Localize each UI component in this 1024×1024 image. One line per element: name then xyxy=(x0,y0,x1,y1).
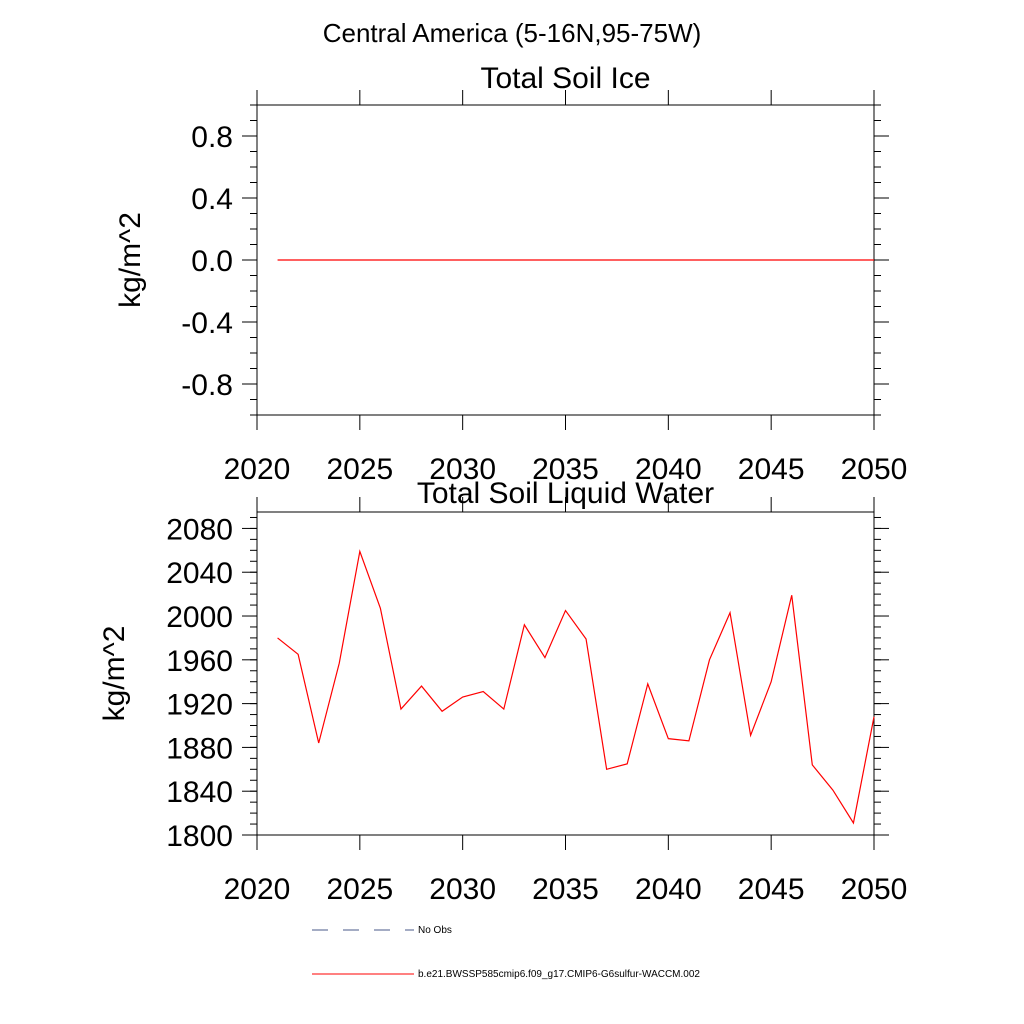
y-tick-label: 1880 xyxy=(166,732,233,765)
x-tick-label: 2045 xyxy=(738,873,805,906)
y-tick-label: 2040 xyxy=(166,557,233,590)
x-tick-label: 2025 xyxy=(326,873,393,906)
legend-label-model-run: b.e21.BWSSP585cmip6.f09_g17.CMIP6-G6sulf… xyxy=(418,969,700,980)
legend-label-no-obs: No Obs xyxy=(418,925,452,936)
legend-entry-model-run: b.e21.BWSSP585cmip6.f09_g17.CMIP6-G6sulf… xyxy=(312,969,700,980)
y-tick-label: -0.8 xyxy=(181,369,233,402)
figure-suptitle: Central America (5-16N,95-75W) xyxy=(323,18,702,48)
x-tick-label: 2020 xyxy=(224,453,291,486)
x-tick-label: 2020 xyxy=(224,873,291,906)
legend-entry-no-obs: No Obs xyxy=(312,925,452,936)
x-tick-label: 2045 xyxy=(738,453,805,486)
y-tick-label: 2080 xyxy=(166,513,233,546)
y-tick-label: 1840 xyxy=(166,776,233,809)
x-tick-label: 2030 xyxy=(429,453,496,486)
y-tick-label: 1800 xyxy=(166,820,233,853)
x-tick-label: 2025 xyxy=(326,453,393,486)
y-tick-label: 1920 xyxy=(166,689,233,722)
y-tick-label: 0.8 xyxy=(191,121,233,154)
y-tick-label: 1960 xyxy=(166,645,233,678)
y-tick-label: 0.0 xyxy=(191,245,233,278)
x-tick-label: 2035 xyxy=(532,453,599,486)
y-tick-label: -0.4 xyxy=(181,307,233,340)
plot-frame xyxy=(256,511,875,836)
y-axis-label: kg/m^2 xyxy=(98,626,131,722)
chart-title: Total Soil Ice xyxy=(480,62,650,95)
series-line xyxy=(277,549,875,825)
x-tick-label: 2035 xyxy=(532,873,599,906)
y-tick-label: 2000 xyxy=(166,601,233,634)
x-tick-label: 2040 xyxy=(635,873,702,906)
x-tick-label: 2050 xyxy=(841,453,908,486)
x-tick-label: 2040 xyxy=(635,453,702,486)
x-tick-label: 2030 xyxy=(429,873,496,906)
y-axis-label: kg/m^2 xyxy=(114,212,147,308)
legend: No Obs b.e21.BWSSP585cmip6.f09_g17.CMIP6… xyxy=(312,925,700,980)
x-tick-label: 2050 xyxy=(841,873,908,906)
chart-total-soil-ice: Total Soil Ice kg/m^2 2020 2025 2030 2035 2040… xyxy=(114,62,907,486)
y-tick-label: 0.4 xyxy=(191,183,233,216)
